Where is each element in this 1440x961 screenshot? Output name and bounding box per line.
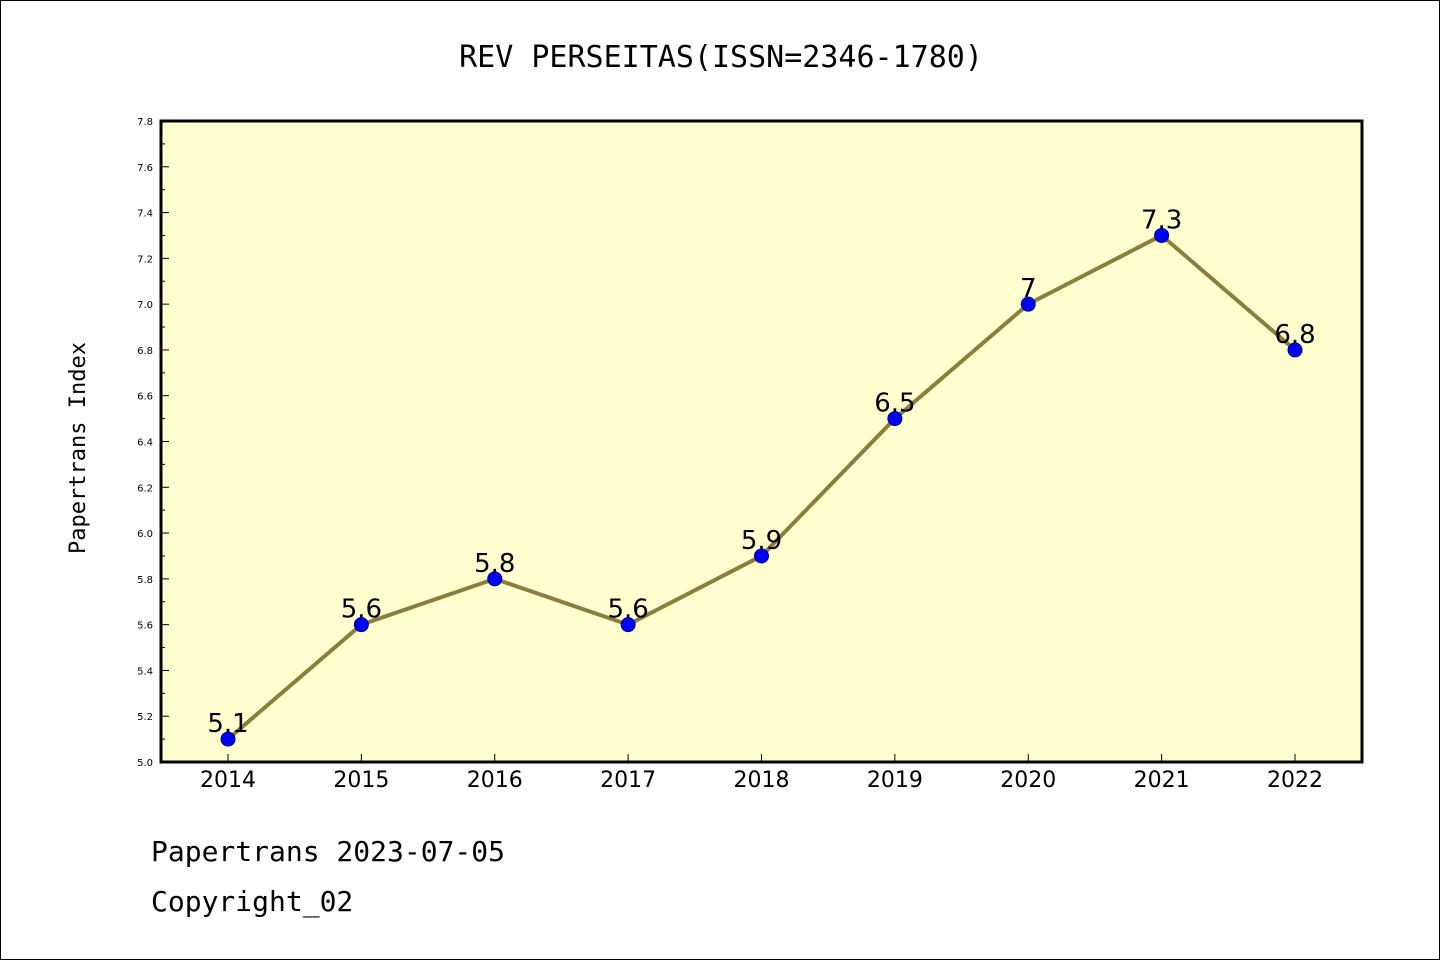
y-tick-label: 7.6 [137, 163, 153, 174]
x-tick-label: 2018 [734, 768, 790, 793]
data-point-marker [1020, 296, 1036, 312]
y-tick-label: 7.0 [137, 300, 153, 311]
data-label: 5.8 [474, 549, 515, 579]
data-label: 5.1 [207, 709, 248, 739]
data-label: 6.8 [1274, 320, 1315, 350]
plot-border [159, 119, 1364, 764]
y-tick-label: 6.0 [137, 529, 153, 540]
x-tick-label: 2019 [867, 768, 923, 793]
x-tick-label: 2021 [1134, 768, 1190, 793]
data-point-marker [220, 731, 236, 747]
y-tick-label: 7.4 [137, 209, 153, 220]
y-axis-label: Papertrans Index [66, 342, 91, 554]
data-point-marker [887, 411, 903, 427]
footer-date: Papertrans 2023-07-05 [151, 835, 506, 868]
data-point-marker [620, 617, 636, 633]
data-label: 7.3 [1141, 205, 1182, 235]
data-point-marker [353, 617, 369, 633]
y-tick-label: 6.2 [137, 483, 153, 494]
y-tick-label: 5.2 [137, 712, 153, 723]
y-tick-label: 5.6 [137, 621, 153, 632]
data-label: 6.5 [874, 389, 915, 419]
data-labels: 5.1 5.6 5.8 5.6 5.9 6.5 7 7.3 6.8 [207, 205, 1315, 739]
y-tick-label: 6.6 [137, 392, 153, 403]
footer-copyright: Copyright_02 [151, 885, 354, 918]
x-tick-label: 2014 [200, 768, 256, 793]
data-point-marker [487, 571, 503, 587]
x-tick-label: 2022 [1267, 768, 1323, 793]
data-point-marker [754, 548, 769, 564]
data-point-marker [1287, 342, 1303, 358]
y-tick-label: 7.8 [137, 117, 153, 128]
data-point-marker [1154, 227, 1170, 243]
y-tick-label: 5.4 [137, 666, 153, 677]
data-label: 5.6 [607, 595, 648, 625]
chart-title: REV PERSEITAS(ISSN=2346-1780) [459, 40, 983, 75]
data-label: 7 [1020, 274, 1037, 304]
data-label: 5.9 [741, 526, 782, 556]
x-axis-ticks: 2014 2015 2016 2017 2018 2019 2020 2021 2022 [200, 754, 1323, 793]
y-tick-label: 5.8 [137, 575, 153, 586]
x-tick-label: 2016 [467, 768, 523, 793]
y-tick-label: 6.8 [137, 346, 153, 357]
y-tick-label: 6.4 [137, 438, 153, 449]
x-tick-label: 2017 [600, 768, 656, 793]
x-tick-label: 2015 [333, 768, 389, 793]
y-tick-label: 7.2 [137, 254, 153, 265]
series-group [220, 227, 1303, 747]
plot-area [161, 121, 1362, 762]
data-label: 5.6 [341, 595, 382, 625]
x-tick-label: 2020 [1000, 768, 1056, 793]
y-tick-label: 5.0 [137, 758, 153, 769]
